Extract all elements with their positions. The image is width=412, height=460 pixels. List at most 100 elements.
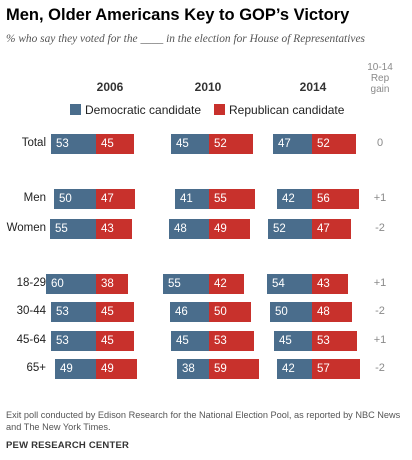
gain-value: 0 [376, 137, 384, 149]
bar-value-democratic: 60 [51, 278, 64, 290]
legend-label-republican: Republican candidate [229, 103, 345, 117]
row-label: 30-44 [16, 305, 46, 317]
bar-democratic-2014: 50 [270, 302, 312, 322]
bar-value-republican: 50 [214, 306, 227, 318]
bar-value-republican: 47 [101, 193, 114, 205]
bar-value-democratic: 50 [275, 306, 288, 318]
bar-democratic-2014: 47 [273, 134, 312, 154]
bar-republican-2010: 52 [209, 134, 253, 154]
bar-democratic-2010: 48 [169, 219, 209, 239]
bar-democratic-2014: 52 [268, 219, 312, 239]
gain-value: -2 [375, 362, 385, 374]
legend-swatch-democratic [70, 104, 81, 115]
bar-value-democratic: 52 [273, 223, 286, 235]
bar-republican-2010: 53 [209, 331, 254, 351]
bar-value-republican: 55 [214, 193, 227, 205]
bar-democratic-2014: 42 [277, 189, 312, 209]
bar-value-republican: 59 [214, 363, 227, 375]
bar-republican-2006: 47 [96, 189, 135, 209]
bar-value-democratic: 55 [168, 278, 181, 290]
bar-democratic-2010: 45 [171, 331, 209, 351]
year-label-2014: 2014 [299, 80, 327, 94]
bar-republican-2010: 50 [209, 302, 251, 322]
bar-value-republican: 52 [317, 138, 330, 150]
gain-value: -2 [375, 305, 385, 317]
chart-title: Men, Older Americans Key to GOP’s Victor… [6, 6, 350, 24]
bar-value-democratic: 48 [174, 223, 187, 235]
bar-democratic-2010: 55 [163, 274, 209, 294]
bar-republican-2010: 49 [209, 219, 250, 239]
row-label: 65+ [26, 362, 46, 374]
bar-republican-2014: 57 [312, 359, 360, 379]
bar-democratic-2010: 41 [175, 189, 209, 209]
bar-democratic-2006: 60 [46, 274, 96, 294]
bar-value-republican: 52 [214, 138, 227, 150]
bar-democratic-2014: 54 [267, 274, 312, 294]
year-label-2006: 2006 [96, 80, 124, 94]
bar-value-republican: 43 [317, 278, 330, 290]
bar-value-democratic: 53 [56, 138, 69, 150]
bar-value-republican: 43 [101, 223, 114, 235]
bar-value-republican: 49 [214, 223, 227, 235]
bar-value-democratic: 45 [176, 138, 189, 150]
year-label-2010: 2010 [194, 80, 222, 94]
bar-value-democratic: 47 [278, 138, 291, 150]
bar-value-democratic: 45 [279, 335, 292, 347]
gain-value: +1 [373, 192, 387, 204]
row-label: 18-29 [16, 277, 46, 289]
gain-header-line-3: gain [370, 84, 390, 95]
bar-republican-2014: 47 [312, 219, 351, 239]
bar-republican-2006: 38 [96, 274, 128, 294]
bar-value-democratic: 49 [60, 363, 73, 375]
legend-swatch-republican [214, 104, 225, 115]
bar-republican-2010: 55 [209, 189, 255, 209]
bar-republican-2010: 59 [209, 359, 259, 379]
bar-value-republican: 48 [317, 306, 330, 318]
gain-value: +1 [373, 334, 387, 346]
bar-value-republican: 57 [317, 363, 330, 375]
bar-value-democratic: 42 [282, 363, 295, 375]
bar-value-republican: 45 [101, 335, 114, 347]
bar-republican-2014: 56 [312, 189, 359, 209]
gain-value: -2 [375, 222, 385, 234]
bar-republican-2014: 43 [312, 274, 348, 294]
bar-value-democratic: 54 [272, 278, 285, 290]
gain-value: +1 [373, 277, 387, 289]
gain-header-line-2: Rep [370, 73, 390, 84]
row-label: 45-64 [16, 334, 46, 346]
bar-value-republican: 42 [214, 278, 227, 290]
bar-republican-2006: 49 [96, 359, 137, 379]
bar-republican-2014: 53 [312, 331, 357, 351]
bar-value-republican: 47 [317, 223, 330, 235]
bar-democratic-2006: 53 [51, 302, 96, 322]
chart-note: Exit poll conducted by Edison Research f… [6, 410, 401, 432]
bar-republican-2006: 45 [96, 134, 134, 154]
bar-value-democratic: 45 [176, 335, 189, 347]
bar-value-democratic: 38 [182, 363, 195, 375]
legend-republican: Republican candidate [214, 103, 344, 117]
bar-value-democratic: 50 [59, 193, 72, 205]
bar-republican-2006: 43 [96, 219, 132, 239]
bar-value-democratic: 46 [175, 306, 188, 318]
bar-value-democratic: 42 [282, 193, 295, 205]
row-label: Men [23, 192, 46, 204]
bar-value-republican: 49 [101, 363, 114, 375]
bar-value-democratic: 53 [56, 335, 69, 347]
bar-democratic-2010: 46 [170, 302, 209, 322]
bar-democratic-2014: 42 [277, 359, 312, 379]
bar-republican-2006: 45 [96, 302, 134, 322]
source-label: PEW RESEARCH CENTER [6, 440, 130, 451]
bar-democratic-2006: 49 [55, 359, 96, 379]
bar-value-republican: 53 [317, 335, 330, 347]
gain-header-line-1: 10-14 [367, 62, 393, 73]
bar-value-republican: 38 [101, 278, 114, 290]
chart-subtitle: % who say they voted for the ____ in the… [6, 33, 365, 45]
bar-republican-2010: 42 [209, 274, 244, 294]
bar-republican-2014: 52 [312, 134, 356, 154]
bar-value-republican: 45 [101, 138, 114, 150]
bar-republican-2014: 48 [312, 302, 352, 322]
bar-democratic-2006: 50 [54, 189, 96, 209]
bar-value-republican: 53 [214, 335, 227, 347]
bar-democratic-2010: 38 [177, 359, 209, 379]
bar-democratic-2006: 55 [50, 219, 96, 239]
